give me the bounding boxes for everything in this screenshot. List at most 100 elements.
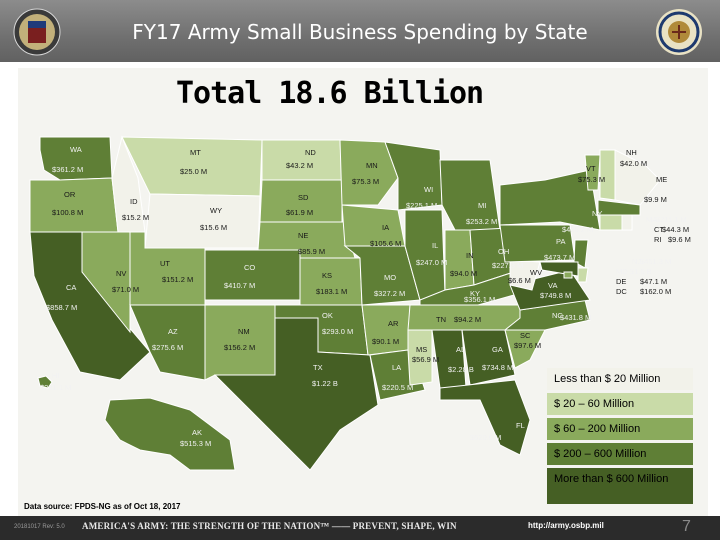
state-code-label: HI (52, 371, 60, 380)
state-code-label: MD (616, 267, 628, 276)
state-value-label: $162.0 M (640, 287, 671, 296)
state-me (614, 149, 661, 206)
state-value-label: $15.2 M (122, 213, 149, 222)
legend: Less than $ 20 Million $ 20 – 60 Million $… (547, 368, 693, 507)
state-value-label: $356.1 M (464, 295, 495, 304)
page-number: 7 (682, 518, 691, 535)
footer-revision: 20181017 Rev: 5.0 (14, 524, 65, 530)
legend-item: $ 200 – 600 Million (547, 443, 693, 465)
state-value-label: $94.2 M (454, 315, 481, 324)
state-ga (461, 329, 516, 386)
state-value-label: $291.1 M (40, 383, 71, 392)
state-ri (621, 214, 633, 231)
state-vt (584, 154, 601, 191)
state-code-label: ID (130, 197, 138, 206)
state-value-label: $734.8 M (482, 363, 513, 372)
state-code-label: DC (616, 287, 627, 296)
state-value-label: $1.6 B (630, 267, 652, 276)
state-de (577, 267, 589, 283)
state-code-label: OK (322, 311, 333, 320)
state-code-label: GA (492, 345, 503, 354)
state-code-label: AL (456, 345, 465, 354)
state-code-label: CT (654, 225, 664, 234)
state-wy (144, 193, 261, 249)
state-code-label: SC (520, 331, 531, 340)
state-code-label: ME (656, 175, 667, 184)
state-value-label: $431.8 M (560, 313, 591, 322)
state-value-label: $105.6 M (370, 239, 401, 248)
state-value-label: $211.1 M (656, 215, 687, 224)
header-bar: FY17 Army Small Business Spending by Sta… (0, 0, 720, 62)
state-code-label: IL (432, 241, 438, 250)
state-value-label: $100.8 M (52, 208, 83, 217)
legend-item: $ 60 – 200 Million (547, 418, 693, 440)
state-value-label: $43.2 M (286, 161, 313, 170)
state-code-label: NH (626, 148, 637, 157)
state-value-label: $56.9 M (412, 355, 439, 364)
state-value-label: $220.5 M (382, 383, 413, 392)
state-value-label: $85.9 M (298, 247, 325, 256)
state-value-label: $1.22 B (312, 379, 338, 388)
state-ks (299, 257, 363, 306)
state-code-label: VA (548, 281, 557, 290)
legend-item: $ 20 – 60 Million (547, 393, 693, 415)
state-code-label: FL (516, 421, 525, 430)
state-value-label: $749.8 M (540, 291, 571, 300)
state-nd (261, 139, 343, 181)
state-value-label: $42.0 M (620, 159, 647, 168)
state-value-label: $515.3 M (180, 439, 211, 448)
state-code-label: WV (530, 268, 542, 277)
state-id (111, 135, 146, 233)
state-value-label: $44.3 M (662, 225, 689, 234)
state-az (129, 304, 206, 381)
legend-item: More than $ 600 Million (547, 468, 693, 504)
state-value-label: $183.1 M (316, 287, 347, 296)
state-value-label: $227.3 M (492, 261, 523, 270)
state-code-label: MN (366, 161, 378, 170)
state-value-label: $71.0 M (112, 285, 139, 294)
state-code-label: TN (436, 315, 446, 324)
state-hi (37, 375, 53, 389)
footer-bar: 20181017 Rev: 5.0 AMERICA'S ARMY: THE ST… (0, 516, 720, 540)
state-code-label: OH (498, 247, 509, 256)
state-code-label: UT (160, 259, 170, 268)
state-code-label: MO (384, 273, 396, 282)
state-value-label: $90.1 M (372, 337, 399, 346)
state-code-label: CO (244, 263, 255, 272)
slide-title: FY17 Army Small Business Spending by Sta… (132, 20, 588, 44)
state-code-label: RI (654, 235, 662, 244)
state-code-label: KY (470, 289, 480, 298)
state-code-label: WY (210, 206, 222, 215)
footer-url[interactable]: http://army.osbp.mil (528, 521, 604, 530)
state-code-label: OR (64, 190, 76, 199)
state-value-label: $620.0 M (470, 433, 501, 442)
state-code-label: IA (382, 223, 389, 232)
state-value-label: $9.9 M (644, 195, 667, 204)
state-value-label: $15.6 M (200, 223, 227, 232)
state-in (444, 229, 475, 291)
state-value-label: $275.6 M (152, 343, 183, 352)
state-wi (384, 141, 443, 211)
state-value-label: $97.6 M (514, 341, 541, 350)
state-value-label: $461.3 M (640, 257, 671, 266)
state-dc (563, 271, 573, 279)
state-code-label: PA (556, 237, 565, 246)
state-code-label: ND (305, 148, 316, 157)
state-value-label: $425.2 M (562, 225, 593, 234)
legend-item: Less than $ 20 Million (547, 368, 693, 390)
state-mo (343, 245, 421, 306)
data-source: Data source: FPDS-NG as of Oct 18, 2017 (24, 502, 181, 511)
state-ak (104, 397, 236, 471)
state-code-label: NM (238, 327, 250, 336)
state-value-label: $151.2 M (162, 275, 193, 284)
state-value-label: $247.0 M (416, 258, 447, 267)
state-value-label: $94.0 M (450, 269, 477, 278)
state-code-label: NE (298, 231, 308, 240)
state-tx (213, 317, 379, 471)
state-value-label: $858.7 M (46, 303, 77, 312)
state-code-label: AR (388, 319, 399, 328)
state-code-label: IN (466, 251, 474, 260)
state-code-label: MI (478, 201, 486, 210)
state-code-label: NY (592, 209, 602, 218)
